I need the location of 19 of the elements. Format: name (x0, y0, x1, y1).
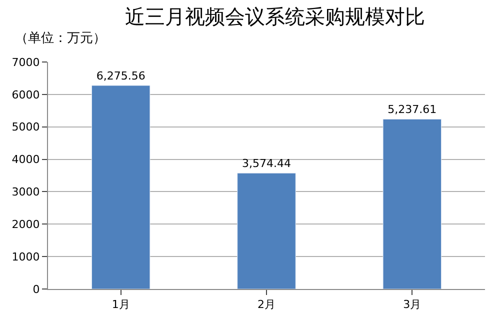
chart-subtitle: （单位：万元） (15, 31, 106, 46)
chart-title: 近三月视频会议系统采购规模对比 (125, 4, 425, 29)
y-tick-label: 6000 (12, 88, 40, 102)
data-label: 6,275.56 (96, 69, 146, 82)
y-tick-label: 4000 (12, 153, 40, 166)
bar (237, 172, 296, 289)
y-tick-label: 2000 (12, 218, 40, 231)
x-tick-label: 3月 (403, 298, 422, 312)
data-label: 5,237.61 (388, 103, 437, 116)
x-tick-label: 1月 (112, 298, 130, 312)
y-tick-label: 0 (32, 282, 40, 296)
y-tick-label: 1000 (12, 250, 40, 264)
y-tick-label: 5000 (12, 120, 40, 134)
data-label: 3,574.44 (242, 157, 291, 170)
bar (91, 85, 150, 289)
y-tick-label: 3000 (12, 186, 40, 199)
y-tick-label: 7000 (12, 56, 40, 69)
bar (382, 118, 442, 289)
x-tick-label: 2月 (258, 298, 276, 312)
